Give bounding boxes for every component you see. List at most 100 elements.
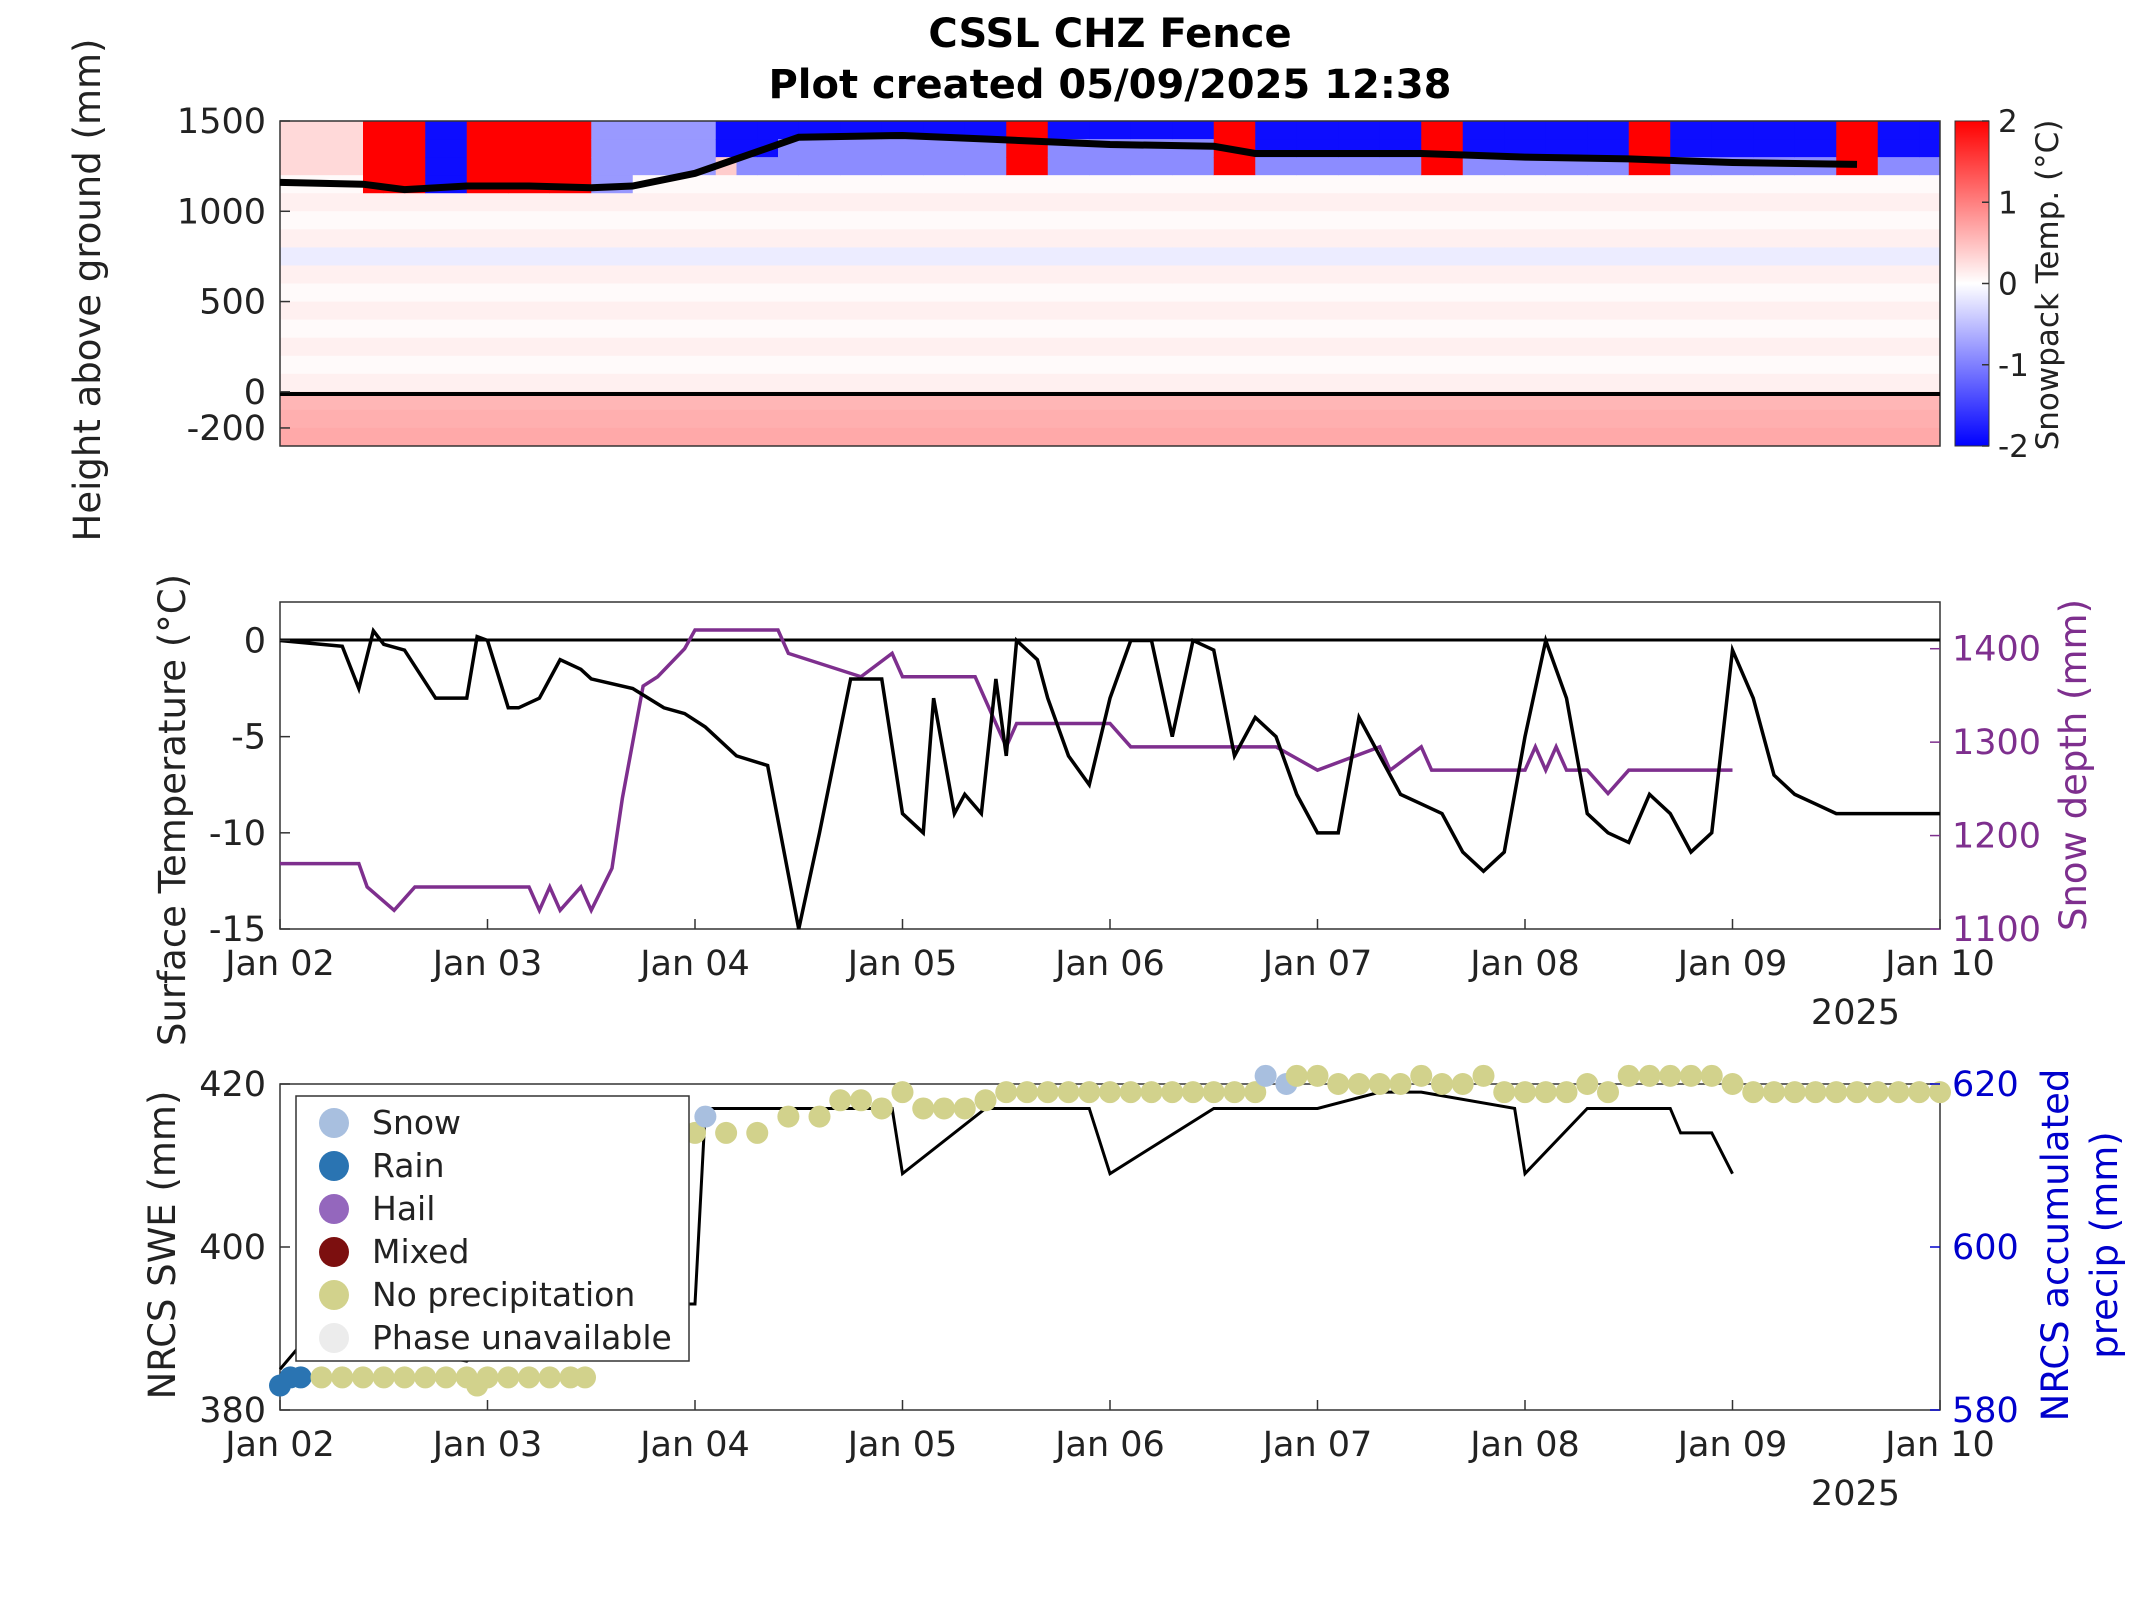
heatmap-cell — [1296, 229, 1318, 248]
heatmap-cell — [1545, 355, 1567, 375]
heatmap-cell — [508, 121, 530, 140]
heatmap-cell — [1774, 247, 1796, 266]
heatmap-cell — [1027, 319, 1049, 339]
heatmap-cell — [1836, 391, 1858, 411]
heatmap-cell — [1172, 319, 1194, 339]
heatmap-cell — [1815, 175, 1837, 194]
heatmap-cell — [1566, 391, 1588, 411]
heatmap-cell — [1089, 229, 1111, 248]
heatmap-cell — [1608, 121, 1630, 140]
heatmap-cell — [1027, 229, 1049, 248]
heatmap-cell — [1338, 193, 1360, 212]
heatmap-cell — [944, 283, 966, 303]
heatmap-cell — [1130, 121, 1152, 140]
figure-title: CSSL CHZ Fence — [928, 11, 1291, 57]
heatmap-cell — [902, 211, 924, 230]
heatmap-cell — [1836, 193, 1858, 212]
heatmap-cell — [1587, 247, 1609, 266]
heatmap-cell — [1193, 373, 1215, 393]
precip-point — [891, 1081, 914, 1104]
heatmap-cell — [612, 229, 634, 248]
heatmap-cell — [1877, 229, 1899, 248]
heatmap-cell — [632, 373, 654, 393]
heatmap-cell — [1068, 265, 1090, 284]
heatmap-cell — [487, 139, 509, 158]
heatmap-cell — [1442, 229, 1464, 248]
precip-point — [1908, 1081, 1931, 1104]
heatmap-cell — [446, 337, 468, 357]
heatmap-cell — [1338, 121, 1360, 140]
heatmap-cell — [1836, 373, 1858, 393]
heatmap-cell — [1711, 211, 1733, 230]
heatmap-cell — [1608, 265, 1630, 284]
heatmap-cell — [1525, 319, 1547, 339]
heatmap-cell — [881, 337, 903, 357]
heatmap-cell — [508, 355, 530, 375]
precip-point — [746, 1121, 769, 1144]
heatmap-cell — [1255, 373, 1277, 393]
heatmap-cell — [1379, 373, 1401, 393]
heatmap-cell — [944, 391, 966, 411]
heatmap-y-tick-label: 1500 — [177, 102, 266, 142]
heatmap-cell — [1172, 301, 1194, 321]
heatmap-cell — [1815, 283, 1837, 303]
heatmap-cell — [487, 283, 509, 303]
heatmap-cell — [1338, 355, 1360, 375]
heatmap-cell — [446, 427, 468, 447]
heatmap-cell — [819, 373, 841, 393]
heatmap-cell — [1255, 427, 1277, 447]
heatmap-cell — [1172, 391, 1194, 411]
heatmap-cell — [1815, 391, 1837, 411]
plot2-ylabel: Surface Temperature (°C) — [151, 574, 194, 1046]
precip-point — [1783, 1081, 1806, 1104]
heatmap-cell — [1421, 211, 1443, 230]
heatmap-cell — [923, 337, 945, 357]
heatmap-cell — [1877, 175, 1899, 194]
heatmap-cell — [1255, 409, 1277, 429]
heatmap-cell — [612, 265, 634, 284]
heatmap-cell — [1338, 427, 1360, 447]
heatmap-cell — [300, 427, 322, 447]
heatmap-cell — [591, 319, 613, 339]
heatmap-cell — [1255, 229, 1277, 248]
heatmap-cell — [840, 427, 862, 447]
heatmap-cell — [1483, 121, 1505, 140]
heatmap-cell — [1836, 301, 1858, 321]
heatmap-cell — [1691, 229, 1713, 248]
heatmap-cell — [549, 211, 571, 230]
heatmap-cell — [1442, 157, 1464, 176]
heatmap-cell — [1483, 193, 1505, 212]
heatmap-cell — [1483, 247, 1505, 266]
heatmap-cell — [1898, 211, 1920, 230]
plot3-y2label-line2: precip (mm) — [2083, 1131, 2126, 1358]
heatmap-cell — [404, 301, 426, 321]
heatmap-cell — [1877, 391, 1899, 411]
heatmap-cell — [1753, 391, 1775, 411]
heatmap-cell — [466, 283, 488, 303]
heatmap-cell — [1877, 139, 1899, 158]
heatmap-cell — [280, 229, 302, 248]
heatmap-cell — [881, 157, 903, 176]
heatmap-cell — [1608, 337, 1630, 357]
legend-marker — [319, 1280, 349, 1310]
heatmap-cell — [757, 301, 779, 321]
heatmap-cell — [1462, 229, 1484, 248]
heatmap-cell — [653, 265, 675, 284]
heatmap-cell — [1296, 355, 1318, 375]
heatmap-cell — [1047, 301, 1069, 321]
heatmap-cell — [881, 139, 903, 158]
precip-point — [393, 1366, 416, 1389]
heatmap-cell — [1857, 265, 1879, 284]
precip-y-tick-label: 580 — [1952, 1391, 2019, 1431]
heatmap-cell — [1919, 283, 1941, 303]
precip-point — [331, 1366, 354, 1389]
heatmap-cell — [1400, 355, 1422, 375]
heatmap-cell — [674, 229, 696, 248]
heatmap-cell — [819, 409, 841, 429]
colorbar-tick-label: -1 — [1998, 348, 2029, 384]
heatmap-cell — [1089, 247, 1111, 266]
heatmap-cell — [1587, 211, 1609, 230]
heatmap-cell — [1774, 193, 1796, 212]
heatmap-cell — [1421, 355, 1443, 375]
